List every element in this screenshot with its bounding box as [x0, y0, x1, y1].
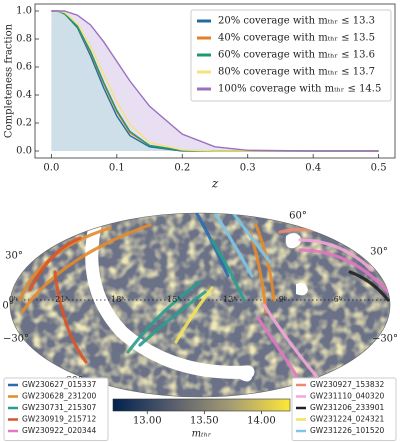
y-tick-label: 0.2: [16, 118, 32, 129]
dec-label: 0°: [2, 301, 13, 312]
y-tick-label: 0.6: [16, 62, 32, 73]
ra-label: 18ʰ: [111, 295, 125, 304]
colorbar-tick-label: 13.00: [133, 416, 162, 427]
gw-track: [53, 270, 88, 364]
legend-box: [291, 377, 397, 441]
dec-label: −30°: [372, 334, 398, 345]
x-axis-label: z: [211, 177, 219, 191]
gw-track: [174, 286, 214, 344]
gw-track: [262, 303, 320, 380]
gw-track: [210, 238, 246, 302]
sky-outline: [9, 212, 391, 398]
legend-label: 40% coverage with mₜₕᵣ ≤ 13.5: [218, 33, 375, 44]
ra-label: 9ʰ: [279, 295, 288, 304]
legend-box: [3, 377, 109, 441]
legend-label: GW231224_024321: [310, 415, 384, 424]
masked-regions: [85, 213, 308, 382]
series-line: [51, 10, 379, 152]
legend-label: 60% coverage with mₜₕᵣ ≤ 13.6: [218, 50, 375, 61]
colorbar-label: mₜₕᵣ: [192, 429, 212, 440]
gw-track: [298, 238, 374, 272]
y-tick-label: 0.8: [16, 34, 32, 45]
x-tick-label: 0.1: [109, 163, 125, 174]
legend-label: GW230731_215307: [22, 403, 96, 412]
x-tick-label: 0.5: [371, 163, 387, 174]
x-tick-label: 0.0: [43, 163, 59, 174]
dec-label: 30°: [370, 247, 388, 258]
tracks: [18, 213, 390, 386]
legend-label: 20% coverage with mₜₕᵣ ≤ 13.3: [218, 16, 375, 27]
legend-label: GW230927_153832: [310, 380, 384, 389]
gw-track: [138, 290, 207, 347]
x-tick-label: 0.2: [174, 163, 190, 174]
legend-label: 80% coverage with mₜₕᵣ ≤ 13.7: [218, 67, 375, 78]
ra-label: 0ʰ: [9, 295, 18, 304]
mask-blob: [236, 373, 252, 382]
y-axis-label: Completeness fraction: [4, 23, 15, 138]
legend-label: GW230922_020344: [22, 426, 96, 435]
gw-track: [298, 216, 380, 224]
y-tick-label: 1.0: [16, 6, 32, 17]
series-line: [51, 10, 379, 152]
x-tick-label: 0.3: [240, 163, 256, 174]
y-tick-label: 0.0: [16, 146, 32, 157]
legend-label: GW231110_040320: [310, 392, 384, 401]
ra-label: 21ʰ: [55, 295, 69, 304]
legend-label: GW231206_233901: [310, 403, 384, 412]
legend-label: GW230919_215712: [22, 415, 96, 424]
legend-box: [190, 9, 392, 102]
mask-blob: [296, 282, 308, 296]
mask-blob: [285, 233, 302, 249]
legend-label: GW230628_231200: [22, 392, 96, 401]
y-tick-label: 0.4: [16, 90, 32, 101]
gw-track: [298, 248, 390, 294]
gw-track: [20, 223, 152, 314]
ra-label: 15ʰ: [167, 295, 181, 304]
legend-label: GW230627_015337: [22, 380, 96, 389]
gw-track: [210, 213, 254, 278]
area-fill: [51, 11, 379, 151]
colorbar-tick-label: 13.50: [190, 416, 219, 427]
gw-track: [28, 236, 82, 292]
dec-label: −30°: [3, 334, 29, 345]
gw-track: [126, 280, 202, 354]
dec-label: 60°: [289, 211, 307, 222]
ra-label: 12ʰ: [223, 295, 237, 304]
legend-label: GW231226_101520: [310, 426, 384, 435]
colorbar-tick-label: 14.00: [247, 416, 276, 427]
axes-frame: [34, 3, 396, 159]
colorbar: [112, 398, 291, 412]
dec-label: 30°: [5, 251, 23, 262]
band-fill: [51, 11, 379, 151]
x-tick-label: 0.4: [305, 163, 321, 174]
legend-label: 100% coverage with mₜₕᵣ ≤ 14.5: [218, 84, 381, 95]
gw-track: [348, 270, 390, 302]
ra-label: 6ʰ: [334, 295, 343, 304]
gw-track: [226, 213, 272, 264]
galactic-mask: [85, 213, 255, 379]
